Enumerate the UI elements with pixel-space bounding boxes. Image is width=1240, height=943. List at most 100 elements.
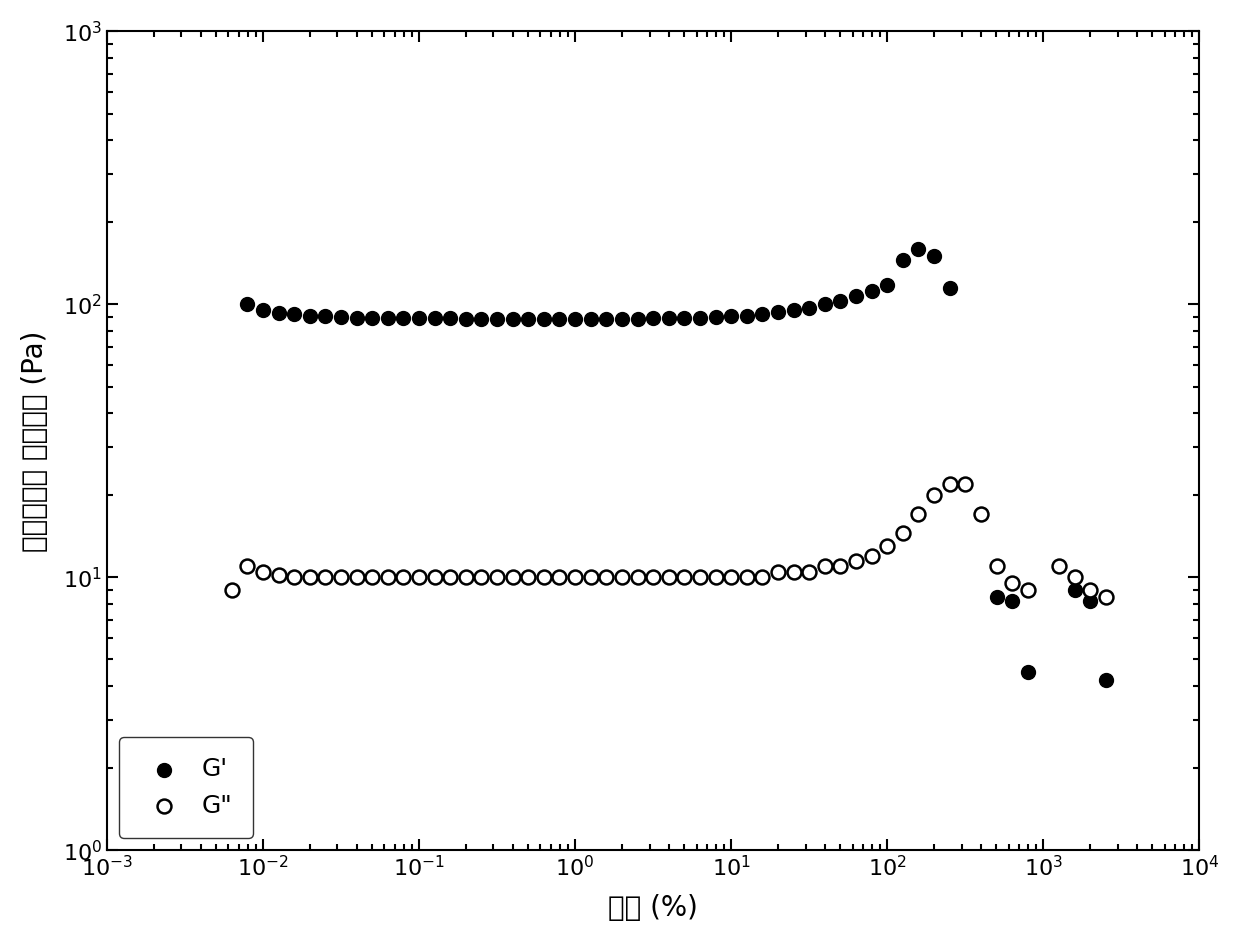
G' bbox=[425, 310, 445, 325]
G" bbox=[768, 564, 787, 579]
G' bbox=[971, 506, 991, 521]
G" bbox=[580, 570, 600, 585]
G' bbox=[675, 310, 694, 325]
G" bbox=[940, 476, 960, 491]
G" bbox=[893, 525, 913, 540]
G" bbox=[784, 564, 804, 579]
G' bbox=[893, 253, 913, 268]
G' bbox=[878, 277, 898, 292]
G' bbox=[487, 311, 507, 326]
G' bbox=[846, 289, 866, 304]
G' bbox=[565, 311, 585, 326]
G" bbox=[658, 570, 678, 585]
G' bbox=[862, 284, 882, 299]
X-axis label: 应变 (%): 应变 (%) bbox=[608, 894, 698, 922]
G" bbox=[737, 570, 756, 585]
G' bbox=[706, 309, 725, 324]
G' bbox=[269, 306, 289, 321]
G" bbox=[1002, 576, 1022, 591]
G" bbox=[425, 570, 445, 585]
G" bbox=[534, 570, 554, 585]
G' bbox=[284, 306, 304, 322]
G" bbox=[627, 570, 647, 585]
G' bbox=[753, 306, 773, 322]
G" bbox=[471, 570, 491, 585]
G' bbox=[689, 310, 709, 325]
G' bbox=[549, 311, 569, 326]
G' bbox=[440, 310, 460, 325]
G' bbox=[1002, 593, 1022, 608]
G" bbox=[315, 570, 335, 585]
G' bbox=[940, 280, 960, 295]
G' bbox=[347, 310, 367, 325]
G" bbox=[362, 570, 382, 585]
G' bbox=[315, 308, 335, 323]
G' bbox=[909, 241, 929, 256]
G' bbox=[1065, 582, 1085, 597]
G' bbox=[253, 303, 273, 318]
G' bbox=[534, 311, 554, 326]
G" bbox=[378, 570, 398, 585]
G" bbox=[815, 558, 835, 573]
G' bbox=[924, 249, 944, 264]
G' bbox=[1080, 593, 1100, 608]
G' bbox=[627, 311, 647, 326]
G" bbox=[706, 570, 725, 585]
G" bbox=[393, 570, 413, 585]
G' bbox=[362, 310, 382, 325]
G' bbox=[300, 308, 320, 323]
G" bbox=[487, 570, 507, 585]
G' bbox=[409, 310, 429, 325]
G" bbox=[800, 564, 820, 579]
G" bbox=[831, 558, 851, 573]
G" bbox=[924, 488, 944, 503]
Y-axis label: 储存模量， 损耗模量 (Pa): 储存模量， 损耗模量 (Pa) bbox=[21, 330, 48, 552]
G" bbox=[846, 554, 866, 569]
G' bbox=[831, 293, 851, 308]
G" bbox=[456, 570, 476, 585]
G' bbox=[580, 311, 600, 326]
G' bbox=[1096, 672, 1116, 687]
G" bbox=[518, 570, 538, 585]
G' bbox=[768, 305, 787, 320]
G' bbox=[393, 310, 413, 325]
G" bbox=[878, 538, 898, 554]
Legend: G', G": G', G" bbox=[119, 737, 253, 837]
G" bbox=[565, 570, 585, 585]
G" bbox=[1065, 570, 1085, 585]
G' bbox=[331, 309, 351, 324]
G' bbox=[502, 311, 522, 326]
G" bbox=[689, 570, 709, 585]
G' bbox=[1018, 665, 1038, 680]
G" bbox=[971, 506, 991, 521]
G' bbox=[471, 311, 491, 326]
G" bbox=[237, 558, 257, 573]
G" bbox=[987, 558, 1007, 573]
G' bbox=[815, 297, 835, 312]
G' bbox=[784, 303, 804, 318]
G" bbox=[596, 570, 616, 585]
G" bbox=[1080, 582, 1100, 597]
G" bbox=[1049, 558, 1069, 573]
G' bbox=[644, 310, 663, 325]
G" bbox=[955, 476, 975, 491]
G" bbox=[644, 570, 663, 585]
G' bbox=[596, 311, 616, 326]
G" bbox=[1096, 589, 1116, 604]
G" bbox=[331, 570, 351, 585]
G" bbox=[502, 570, 522, 585]
G" bbox=[269, 568, 289, 583]
G" bbox=[284, 570, 304, 585]
G' bbox=[800, 301, 820, 316]
G" bbox=[675, 570, 694, 585]
G" bbox=[1018, 582, 1038, 597]
G" bbox=[549, 570, 569, 585]
G" bbox=[909, 506, 929, 521]
G" bbox=[222, 582, 242, 597]
G' bbox=[518, 311, 538, 326]
G" bbox=[862, 548, 882, 563]
G" bbox=[347, 570, 367, 585]
G' bbox=[456, 311, 476, 326]
G' bbox=[378, 310, 398, 325]
G' bbox=[613, 311, 632, 326]
